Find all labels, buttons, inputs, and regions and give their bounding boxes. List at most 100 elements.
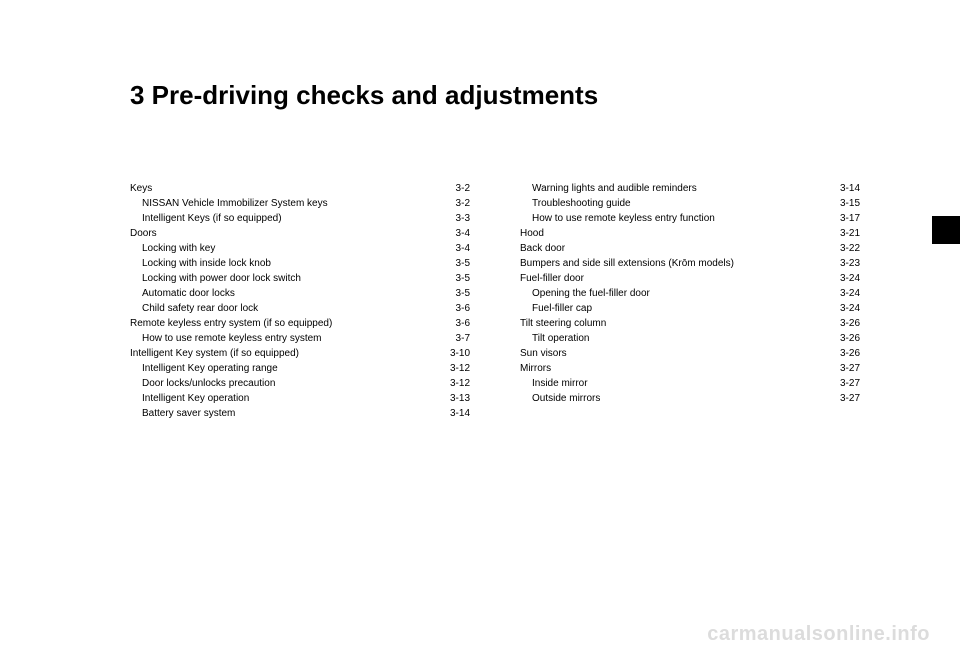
- toc-entry: NISSAN Vehicle Immobilizer System keys 3…: [130, 196, 470, 211]
- toc-page-number: 3-26: [840, 331, 860, 346]
- toc-entry: Bumpers and side sill extensions (Krōm m…: [520, 256, 860, 271]
- toc-label: Locking with key: [142, 241, 215, 256]
- toc-entry: Fuel-filler cap 3-24: [520, 301, 860, 316]
- toc-page-number: 3-10: [450, 346, 470, 361]
- toc-page-number: 3-27: [840, 391, 860, 406]
- chapter-title: 3 Pre-driving checks and adjustments: [130, 80, 860, 111]
- toc-entry: Child safety rear door lock 3-6: [130, 301, 470, 316]
- toc-page-number: 3-27: [840, 361, 860, 376]
- toc-entry: Intelligent Key operating range 3-12: [130, 361, 470, 376]
- toc-entry: Hood 3-21: [520, 226, 860, 241]
- toc-entry: Door locks/unlocks precaution 3-12: [130, 376, 470, 391]
- toc-entry: Intelligent Key system (if so equipped) …: [130, 346, 470, 361]
- toc-entry: Keys 3-2: [130, 181, 470, 196]
- toc-entry: Troubleshooting guide 3-15: [520, 196, 860, 211]
- toc-entry: Tilt steering column 3-26: [520, 316, 860, 331]
- toc-label: Inside mirror: [532, 376, 588, 391]
- toc-page-number: 3-4: [456, 226, 470, 241]
- toc-page-number: 3-15: [840, 196, 860, 211]
- toc-page-number: 3-13: [450, 391, 470, 406]
- toc-label: Fuel-filler cap: [532, 301, 592, 316]
- toc-label: Remote keyless entry system (if so equip…: [130, 316, 332, 331]
- toc-entry: Locking with inside lock knob 3-5: [130, 256, 470, 271]
- toc-label: Warning lights and audible reminders: [532, 181, 697, 196]
- toc-page-number: 3-12: [450, 361, 470, 376]
- toc-entry: Inside mirror 3-27: [520, 376, 860, 391]
- toc-entry: Automatic door locks 3-5: [130, 286, 470, 301]
- watermark: carmanualsonline.info: [707, 623, 930, 646]
- toc-page-number: 3-26: [840, 346, 860, 361]
- toc-label: Battery saver system: [142, 406, 235, 421]
- toc-page-number: 3-2: [456, 196, 470, 211]
- toc-entry: Locking with key 3-4: [130, 241, 470, 256]
- manual-page: 3 Pre-driving checks and adjustments Key…: [0, 0, 960, 664]
- toc-entry: Mirrors 3-27: [520, 361, 860, 376]
- toc-label: Opening the fuel-filler door: [532, 286, 650, 301]
- toc-label: Automatic door locks: [142, 286, 235, 301]
- toc-entry: How to use remote keyless entry system 3…: [130, 331, 470, 346]
- toc-page-number: 3-26: [840, 316, 860, 331]
- toc-page-number: 3-7: [456, 331, 470, 346]
- toc-page-number: 3-14: [450, 406, 470, 421]
- chapter-tab-marker: [932, 216, 960, 244]
- toc-label: Outside mirrors: [532, 391, 600, 406]
- toc-page-number: 3-5: [456, 286, 470, 301]
- toc-label: Doors: [130, 226, 157, 241]
- toc-page-number: 3-3: [456, 211, 470, 226]
- toc-entry: Doors 3-4: [130, 226, 470, 241]
- toc-page-number: 3-17: [840, 211, 860, 226]
- toc-page-number: 3-6: [456, 316, 470, 331]
- toc-label: Back door: [520, 241, 565, 256]
- toc-label: Intelligent Key system (if so equipped): [130, 346, 299, 361]
- toc-entry: Remote keyless entry system (if so equip…: [130, 316, 470, 331]
- toc-label: Troubleshooting guide: [532, 196, 631, 211]
- toc-entry: Warning lights and audible reminders 3-1…: [520, 181, 860, 196]
- toc-entry: Sun visors 3-26: [520, 346, 860, 361]
- toc-label: Sun visors: [520, 346, 567, 361]
- toc-page-number: 3-6: [456, 301, 470, 316]
- toc-entry: Tilt operation 3-26: [520, 331, 860, 346]
- toc-entry: Battery saver system 3-14: [130, 406, 470, 421]
- toc-page-number: 3-24: [840, 286, 860, 301]
- toc-entry: Locking with power door lock switch 3-5: [130, 271, 470, 286]
- toc-label: Child safety rear door lock: [142, 301, 258, 316]
- toc-label: Door locks/unlocks precaution: [142, 376, 275, 391]
- toc-entry: How to use remote keyless entry function…: [520, 211, 860, 226]
- toc-label: Intelligent Key operating range: [142, 361, 278, 376]
- toc-page-number: 3-14: [840, 181, 860, 196]
- toc-page-number: 3-22: [840, 241, 860, 256]
- toc-left-column: Keys 3-2NISSAN Vehicle Immobilizer Syste…: [130, 181, 470, 421]
- toc-entry: Opening the fuel-filler door 3-24: [520, 286, 860, 301]
- toc-entry: Back door 3-22: [520, 241, 860, 256]
- toc-page-number: 3-24: [840, 301, 860, 316]
- toc-entry: Fuel-filler door 3-24: [520, 271, 860, 286]
- toc-label: Mirrors: [520, 361, 551, 376]
- toc-page-number: 3-2: [456, 181, 470, 196]
- toc-label: NISSAN Vehicle Immobilizer System keys: [142, 196, 328, 211]
- toc-label: Bumpers and side sill extensions (Krōm m…: [520, 256, 734, 271]
- toc-label: Locking with inside lock knob: [142, 256, 271, 271]
- toc-page-number: 3-5: [456, 271, 470, 286]
- toc-page-number: 3-27: [840, 376, 860, 391]
- toc-label: How to use remote keyless entry function: [532, 211, 715, 226]
- toc-page-number: 3-5: [456, 256, 470, 271]
- toc-entry: Intelligent Keys (if so equipped) 3-3: [130, 211, 470, 226]
- toc-label: Fuel-filler door: [520, 271, 584, 286]
- toc-page-number: 3-24: [840, 271, 860, 286]
- toc-page-number: 3-4: [456, 241, 470, 256]
- toc-label: Hood: [520, 226, 544, 241]
- table-of-contents: Keys 3-2NISSAN Vehicle Immobilizer Syste…: [130, 181, 860, 421]
- toc-page-number: 3-21: [840, 226, 860, 241]
- toc-page-number: 3-12: [450, 376, 470, 391]
- toc-label: How to use remote keyless entry system: [142, 331, 322, 346]
- toc-label: Intelligent Key operation: [142, 391, 249, 406]
- toc-entry: Outside mirrors 3-27: [520, 391, 860, 406]
- toc-label: Locking with power door lock switch: [142, 271, 301, 286]
- toc-label: Tilt steering column: [520, 316, 606, 331]
- toc-right-column: Warning lights and audible reminders 3-1…: [520, 181, 860, 421]
- toc-label: Intelligent Keys (if so equipped): [142, 211, 282, 226]
- toc-entry: Intelligent Key operation 3-13: [130, 391, 470, 406]
- toc-page-number: 3-23: [840, 256, 860, 271]
- toc-label: Keys: [130, 181, 152, 196]
- toc-label: Tilt operation: [532, 331, 589, 346]
